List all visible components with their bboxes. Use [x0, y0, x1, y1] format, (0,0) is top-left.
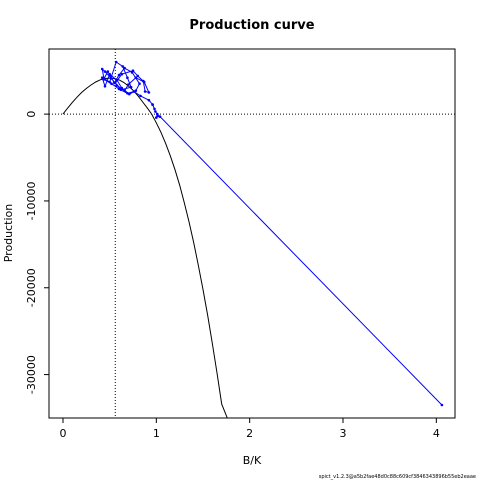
- trajectory-point: [154, 110, 157, 113]
- trajectory-point: [117, 73, 121, 77]
- trajectory-point: [114, 60, 118, 64]
- trajectory-point: [102, 78, 106, 81]
- trajectory-point: [142, 80, 146, 84]
- trajectory-point: [114, 81, 117, 85]
- trajectory-point: [103, 70, 107, 73]
- trajectory-point: [120, 72, 124, 76]
- trajectory-point: [143, 90, 147, 93]
- x-tick-label: 0: [60, 427, 67, 440]
- trajectory-point: [110, 82, 113, 85]
- trajectory-point: [136, 74, 139, 78]
- trajectory-point: [158, 115, 162, 118]
- trajectory-point: [126, 76, 129, 79]
- trajectory-point: [110, 77, 113, 80]
- trajectory-point: [155, 116, 158, 119]
- plot-frame: [48, 48, 456, 419]
- trajectory-point: [138, 82, 141, 85]
- plot-series: [62, 60, 444, 418]
- trajectory-point: [123, 89, 126, 92]
- trajectory-point: [147, 98, 151, 102]
- x-tick-label: 2: [246, 427, 253, 440]
- chart-title: Production curve: [189, 18, 314, 33]
- trajectory-point: [108, 72, 111, 76]
- trajectory-point: [106, 70, 110, 73]
- trajectory-point: [139, 94, 142, 98]
- trajectory-point: [129, 85, 133, 89]
- trajectory-point: [147, 91, 151, 94]
- trajectory-point: [134, 76, 138, 79]
- trajectory-point: [121, 65, 124, 68]
- trajectory-point: [153, 107, 156, 111]
- trajectory-point: [103, 85, 107, 88]
- x-axis-label: B/K: [243, 454, 262, 467]
- x-tick-label: 4: [433, 427, 440, 440]
- trajectory-point: [117, 87, 121, 91]
- x-tick-label: 3: [340, 427, 347, 440]
- y-axis: 0 -10000 -20000 -30000: [25, 111, 49, 394]
- x-axis: 0 1 2 3 4: [60, 418, 440, 440]
- trajectory-point: [100, 67, 104, 71]
- y-axis-label: Production: [2, 204, 15, 263]
- trajectory-point: [127, 83, 130, 86]
- trajectory-point: [108, 80, 111, 84]
- trajectory-point: [126, 92, 129, 95]
- y-tick-label: -10000: [25, 181, 38, 220]
- version-footnote: spict_v1.2.3@a5b2fae48d0c88c609cf3846343…: [319, 474, 476, 480]
- y-tick-label: -20000: [25, 268, 38, 307]
- trajectory-point: [440, 403, 444, 407]
- y-tick-label: 0: [25, 111, 38, 118]
- y-tick-label: -30000: [25, 355, 38, 394]
- trajectory-point: [131, 69, 135, 72]
- trajectory-point: [151, 103, 154, 106]
- model-curve-line: [62, 77, 228, 418]
- trajectory-point: [115, 79, 119, 82]
- trajectory-point: [115, 84, 119, 87]
- x-tick-label: 1: [153, 427, 160, 440]
- trajectory-point: [132, 90, 136, 93]
- trajectory-point: [123, 66, 126, 70]
